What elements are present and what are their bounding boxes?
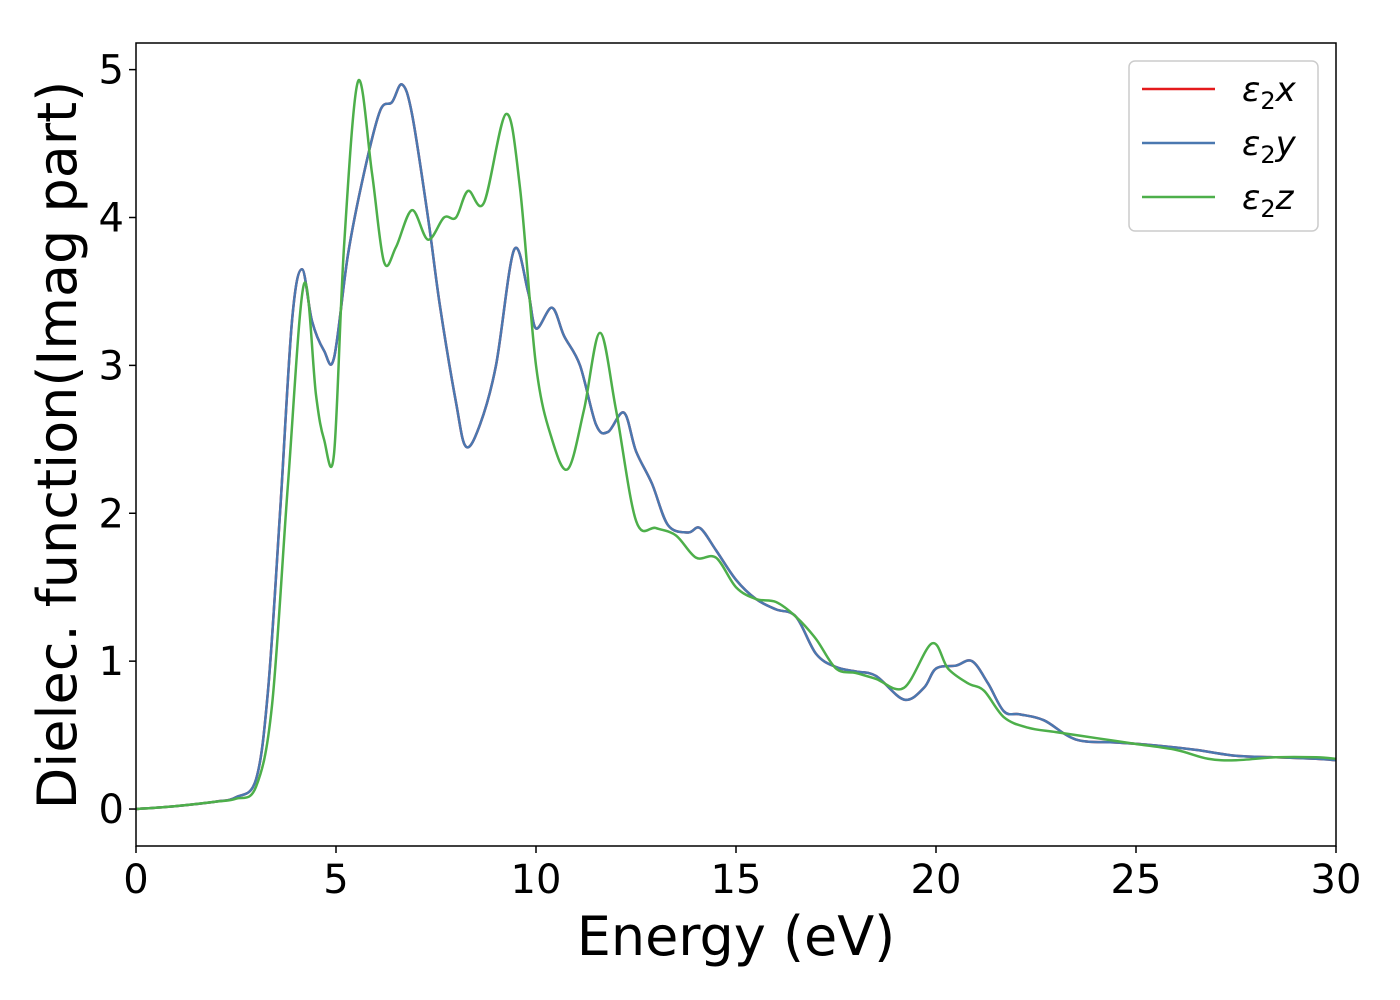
y-tick-label: 0: [99, 787, 124, 833]
x-tick-label: 25: [1111, 857, 1162, 903]
series-line-3: [136, 78, 1336, 811]
y-tick-label: 4: [99, 196, 124, 242]
y-tick-label: 5: [99, 48, 124, 94]
y-tick-label: 3: [99, 343, 124, 389]
y-axis-title: Dielec. function(Imag part): [26, 81, 89, 810]
x-tick-label: 15: [711, 857, 762, 903]
series-line-2: [136, 83, 1336, 811]
legend-label-3: ε2z: [1242, 178, 1295, 223]
legend-label-1: ε2x: [1242, 70, 1297, 115]
plot-area: [136, 78, 1336, 811]
y-tick-label: 1: [99, 639, 124, 685]
legend: ε2x ε2y ε2z: [1128, 60, 1319, 232]
x-tick-label: 0: [123, 857, 148, 903]
y-axis: 0 1 2 3 4 5: [99, 48, 136, 833]
x-tick-label: 10: [511, 857, 562, 903]
x-tick-label: 20: [911, 857, 962, 903]
x-tick-label: 30: [1311, 857, 1362, 903]
x-axis: 0 5 10 15 20 25 30: [123, 846, 1361, 903]
y-tick-label: 2: [99, 491, 124, 537]
x-tick-label: 5: [323, 857, 348, 903]
x-axis-title: Energy (eV): [577, 905, 896, 968]
legend-box: [1128, 60, 1319, 232]
legend-label-2: ε2y: [1242, 124, 1297, 169]
